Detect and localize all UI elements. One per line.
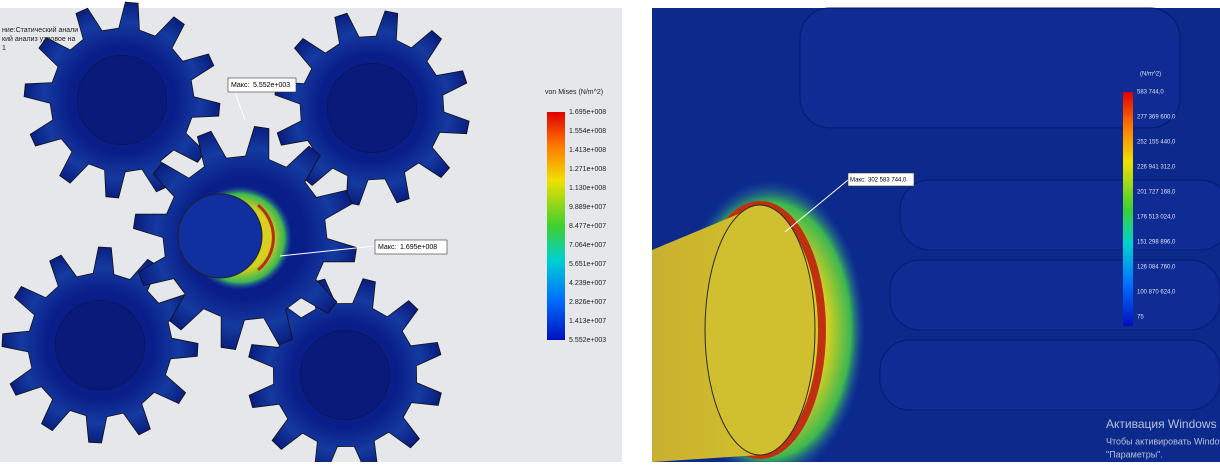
annotation-value: 5.552e+003 — [253, 82, 290, 89]
annotation-label: Макс: — [231, 82, 249, 89]
header-line: 1 — [2, 45, 6, 52]
annotation-label: Макс: — [850, 178, 866, 184]
legend-label: 1.130e+008 — [569, 185, 606, 192]
legend-label: 1.695e+008 — [569, 109, 606, 116]
legend-label: 8.477e+007 — [569, 223, 606, 230]
watermark-title: Активация Windows — [1106, 417, 1217, 431]
watermark-text: "Параметры". — [1106, 449, 1163, 459]
legend-label: 1.554e+008 — [569, 128, 606, 135]
legend-label: 7.064e+007 — [569, 242, 606, 249]
annotation-value: 302 583 744,0 — [868, 178, 907, 184]
legend-label: 1.271e+008 — [569, 166, 606, 173]
color-bar — [547, 112, 565, 340]
legend-label: 176 513 024,0 — [1137, 215, 1176, 221]
legend-title: (N/m^2) — [1140, 72, 1161, 78]
left-model — [1, 1, 470, 467]
legend-label: 1.413e+008 — [569, 147, 606, 154]
shaft-tooth — [889, 259, 1220, 331]
legend-label: 9.889e+007 — [569, 204, 606, 211]
gear-bore — [76, 54, 168, 146]
legend-label: 583 744,0 — [1137, 90, 1164, 96]
hot-rim — [257, 203, 275, 272]
gear-bore — [54, 299, 146, 391]
legend-label: 151 298 896,0 — [1137, 240, 1176, 246]
shaft-end — [704, 204, 816, 456]
right-model — [652, 7, 1220, 467]
annotation: Макс: 1.695e+008 — [279, 239, 448, 257]
annotation: Макс: 5.552e+003 — [227, 77, 297, 121]
header-line: ние:Статический анали — [2, 26, 78, 34]
color-bar — [1123, 92, 1133, 326]
annotation-label: Макс: — [378, 244, 396, 251]
legend-title: von Mises (N/m^2) — [545, 89, 603, 96]
gear-bore — [177, 193, 263, 279]
legend-label: 1.413e+007 — [569, 318, 606, 325]
watermark-text: Чтобы активировать Windows, пе — [1106, 436, 1220, 446]
legend-label: 201 727 168,0 — [1137, 190, 1176, 196]
legend-label: 126 084 760,0 — [1137, 265, 1176, 271]
legend-label: 226 941 312,0 — [1137, 165, 1176, 171]
shaft-tooth — [799, 7, 1181, 129]
legend-label: 100 870 624,0 — [1137, 290, 1176, 296]
header-line: кий анализ узловое на — [2, 35, 76, 43]
legend-label: 252 155 440,0 — [1137, 140, 1176, 146]
legend-label: 75 — [1137, 315, 1144, 321]
annotation-value: 1.695e+008 — [400, 244, 437, 251]
legend-label: 2.826e+007 — [569, 299, 606, 306]
shaft-tooth — [899, 179, 1220, 251]
gear-bore — [326, 62, 418, 154]
gear-bore — [299, 329, 391, 421]
legend-label: 277 369 600,0 — [1137, 115, 1176, 121]
shaft-tooth — [879, 339, 1220, 411]
legend-label: 4.239e+007 — [569, 280, 606, 287]
annotation: Макс: 302 583 744,0 — [784, 172, 915, 233]
legend-label: 5.552e+003 — [569, 337, 606, 344]
legend-label: 5.651e+007 — [569, 261, 606, 268]
